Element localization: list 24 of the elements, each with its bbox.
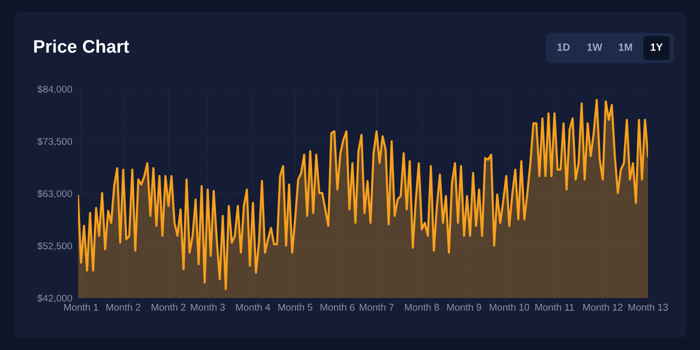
y-tick-label: $73,500	[37, 138, 72, 146]
x-tick-label: Month 5	[278, 304, 312, 311]
x-tick-label: Month 6	[320, 304, 355, 311]
chart-title: Price Chart	[34, 40, 130, 53]
y-tick-label: $52,500	[37, 242, 72, 251]
x-tick-label: Month 12	[583, 304, 623, 311]
x-tick-label: Month 3	[190, 304, 225, 311]
x-tick-label: Month 11	[535, 304, 574, 311]
x-tick-label: Month 13	[628, 304, 668, 311]
text: 1M	[618, 44, 632, 51]
x-tick-label: Month 4	[236, 304, 270, 311]
x-tick-label: Month 9	[447, 304, 482, 311]
x-tick-label: Month 2	[106, 304, 140, 311]
text: 1W	[587, 44, 602, 51]
y-tick-label: $42,000	[37, 294, 72, 303]
x-tick-label: Month 1	[64, 304, 98, 311]
y-tick-label: $84,000	[37, 85, 72, 94]
x-tick-label: Month 10	[490, 304, 530, 311]
y-tick-label: $63,000	[37, 190, 72, 198]
text: 1D	[558, 44, 570, 51]
x-tick-label: Month 8	[405, 304, 439, 311]
x-tick-label: Month 2	[152, 304, 186, 311]
x-tick-label: Month 7	[360, 304, 394, 311]
text: 1Y	[650, 44, 663, 51]
